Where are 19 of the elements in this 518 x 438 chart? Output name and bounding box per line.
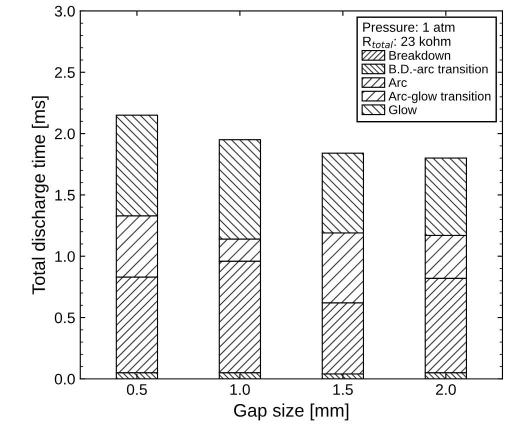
- y-tick-label: 3.0: [54, 6, 75, 17]
- y-tick-label: 1.5: [55, 190, 75, 201]
- x-tick-label: 0.5: [126, 384, 147, 395]
- x-tick-label: 1.0: [230, 384, 250, 395]
- legend-label: Arc-glow transition: [388, 91, 490, 104]
- y-tick-label: 0.5: [54, 312, 75, 324]
- legend-label: B.D.-arc transition: [389, 64, 488, 74]
- y-tick-label: 2.0: [54, 128, 75, 140]
- y-tick-label: 1.0: [55, 251, 75, 262]
- legend-label: Glow: [389, 105, 417, 114]
- y-axis-title: Total discharge time [ms]: [32, 96, 49, 294]
- x-tick-label: 2.0: [436, 384, 456, 395]
- legend-label: Breakdown: [389, 50, 450, 60]
- y-tick-label: 0.0: [54, 374, 75, 385]
- legend-title: Pressure: 1 atm R$_{total}$: 23 kohm: [363, 22, 454, 48]
- y-tick-label: 2.5: [54, 67, 75, 78]
- x-tick-label: 1.5: [333, 384, 353, 395]
- x-axis-title: Gap size [mm]: [234, 404, 348, 420]
- legend-label: Arc: [388, 78, 407, 88]
